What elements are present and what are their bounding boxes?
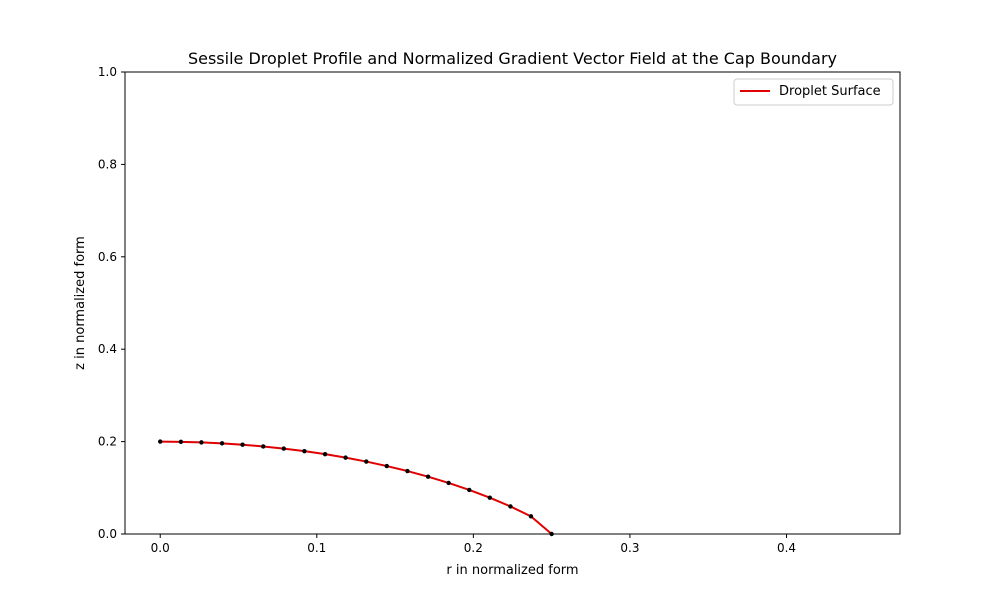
- y-tick-label: 0.6: [98, 250, 117, 264]
- plot-area: 0.0 0.1 0.2 0.3 0.4 0.0 0.2 0.4 0.6 0.8 1.0: [98, 65, 901, 555]
- surface-point-marker: [281, 446, 286, 451]
- surface-point-marker: [302, 448, 307, 454]
- y-tick-label: 0.8: [98, 157, 117, 171]
- surface-point-marker: [219, 441, 225, 446]
- x-tick-label: 0.2: [464, 541, 483, 555]
- surface-point-marker: [240, 442, 245, 447]
- y-tick-label: 0.0: [98, 527, 117, 541]
- surface-point-marker: [425, 474, 431, 479]
- surface-point-marker: [261, 444, 266, 449]
- y-tick-label: 0.2: [98, 435, 117, 449]
- x-axis-ticks: 0.0 0.1 0.2 0.3 0.4: [151, 534, 796, 555]
- x-tick-label: 0.3: [620, 541, 639, 555]
- x-tick-label: 0.0: [151, 541, 170, 555]
- surface-point-marker: [158, 439, 163, 444]
- surface-point-marker: [405, 468, 410, 474]
- surface-point-marker: [528, 514, 534, 519]
- surface-point-marker: [322, 451, 328, 457]
- series-layer: [160, 440, 553, 535]
- surface-point-marker: [343, 455, 348, 460]
- legend-box: [733, 78, 894, 106]
- y-axis-label: z in normalized form: [73, 236, 88, 370]
- legend: Droplet Surface: [733, 78, 894, 106]
- surface-point-marker: [199, 440, 204, 445]
- y-tick-label: 0.4: [98, 342, 117, 356]
- surface-point-marker: [467, 487, 472, 493]
- series-line-droplet-surface: [160, 440, 553, 535]
- surface-point-marker: [508, 504, 513, 509]
- y-axis-ticks: 0.0 0.2 0.4 0.6 0.8 1.0: [98, 65, 125, 541]
- plot-background: [125, 72, 900, 534]
- surface-point-marker: [178, 439, 184, 445]
- chart-title: Sessile Droplet Profile and Normalized G…: [188, 49, 837, 68]
- legend-label-droplet-surface: Droplet Surface: [779, 84, 881, 99]
- x-tick-label: 0.1: [307, 541, 326, 555]
- plot-frame: [124, 71, 901, 535]
- x-axis-label: r in normalized form: [446, 563, 578, 578]
- surface-point-marker: [364, 459, 369, 464]
- marker-layer: [158, 439, 554, 537]
- surface-point-marker: [384, 463, 389, 469]
- y-tick-label: 1.0: [98, 65, 117, 79]
- surface-point-marker: [487, 495, 492, 500]
- surface-point-marker: [446, 480, 451, 486]
- x-tick-label: 0.4: [777, 541, 796, 555]
